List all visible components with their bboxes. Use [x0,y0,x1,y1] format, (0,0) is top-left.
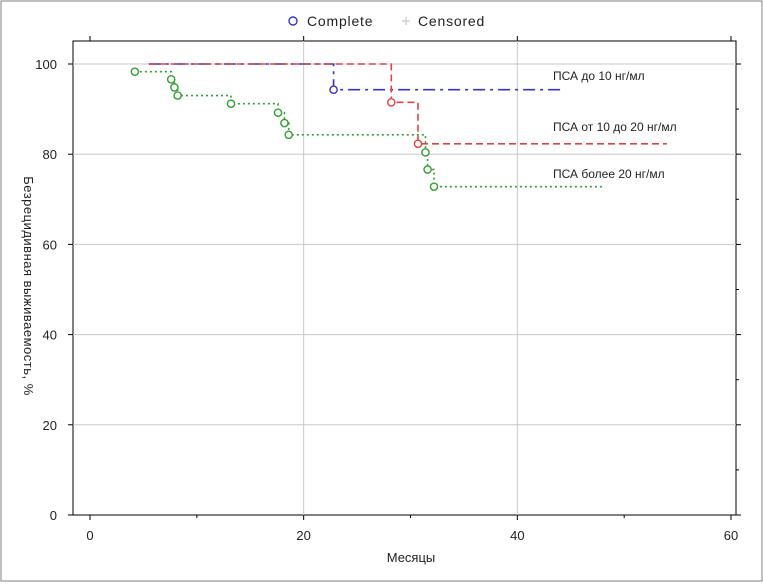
y-tick-label: 20 [43,418,57,433]
complete-event-marker [386,98,396,107]
series-2 [148,63,667,149]
complete-event-marker [273,108,283,118]
axis-ticks: 0 20 40 60 0 20 40 60 80 100 [35,36,741,543]
legend-complete-label: Complete [307,13,373,29]
survival-curve [148,63,667,145]
legend-censored-label: Censored [418,13,485,29]
series-annotation: ПСА от 10 до 20 нг/мл [553,120,677,134]
x-axis-label: Месяцы [387,550,436,565]
complete-event-marker [421,148,430,157]
series-3 [130,67,603,191]
complete-event-marker [226,99,236,108]
complete-event-marker [413,139,423,149]
y-tick-label: 80 [43,147,57,162]
legend-complete-marker [288,16,298,26]
complete-event-marker [166,75,176,84]
y-tick-label: 40 [43,328,57,343]
y-tick-label: 100 [35,57,57,72]
plot-area [72,40,737,516]
complete-event-marker [423,165,432,174]
y-tick-label: 60 [43,237,57,252]
series-annotation: ПСА до 10 нг/мл [553,69,645,83]
complete-event-marker [284,130,294,140]
y-axis-label: Безрецидивная выживаемость, % [21,176,36,396]
complete-event-marker [173,91,182,100]
x-tick-label: 40 [510,528,524,543]
y-tick-label: 0 [50,508,57,523]
grid [73,41,736,515]
complete-event-marker [429,182,439,191]
complete-event-marker [329,85,338,95]
series-layer: ПСА до 10 нг/мл ПСА от 10 до 20 нг/мл ПСА … [130,63,677,191]
x-tick-label: 0 [86,528,93,543]
series-annotation: ПСА более 20 нг/мл [553,167,665,181]
complete-event-marker [170,83,179,92]
complete-event-marker [130,67,140,76]
legend: Complete Censored [288,13,485,29]
x-tick-label: 20 [296,528,310,543]
x-tick-label: 60 [724,528,738,543]
complete-event-marker [280,118,289,128]
